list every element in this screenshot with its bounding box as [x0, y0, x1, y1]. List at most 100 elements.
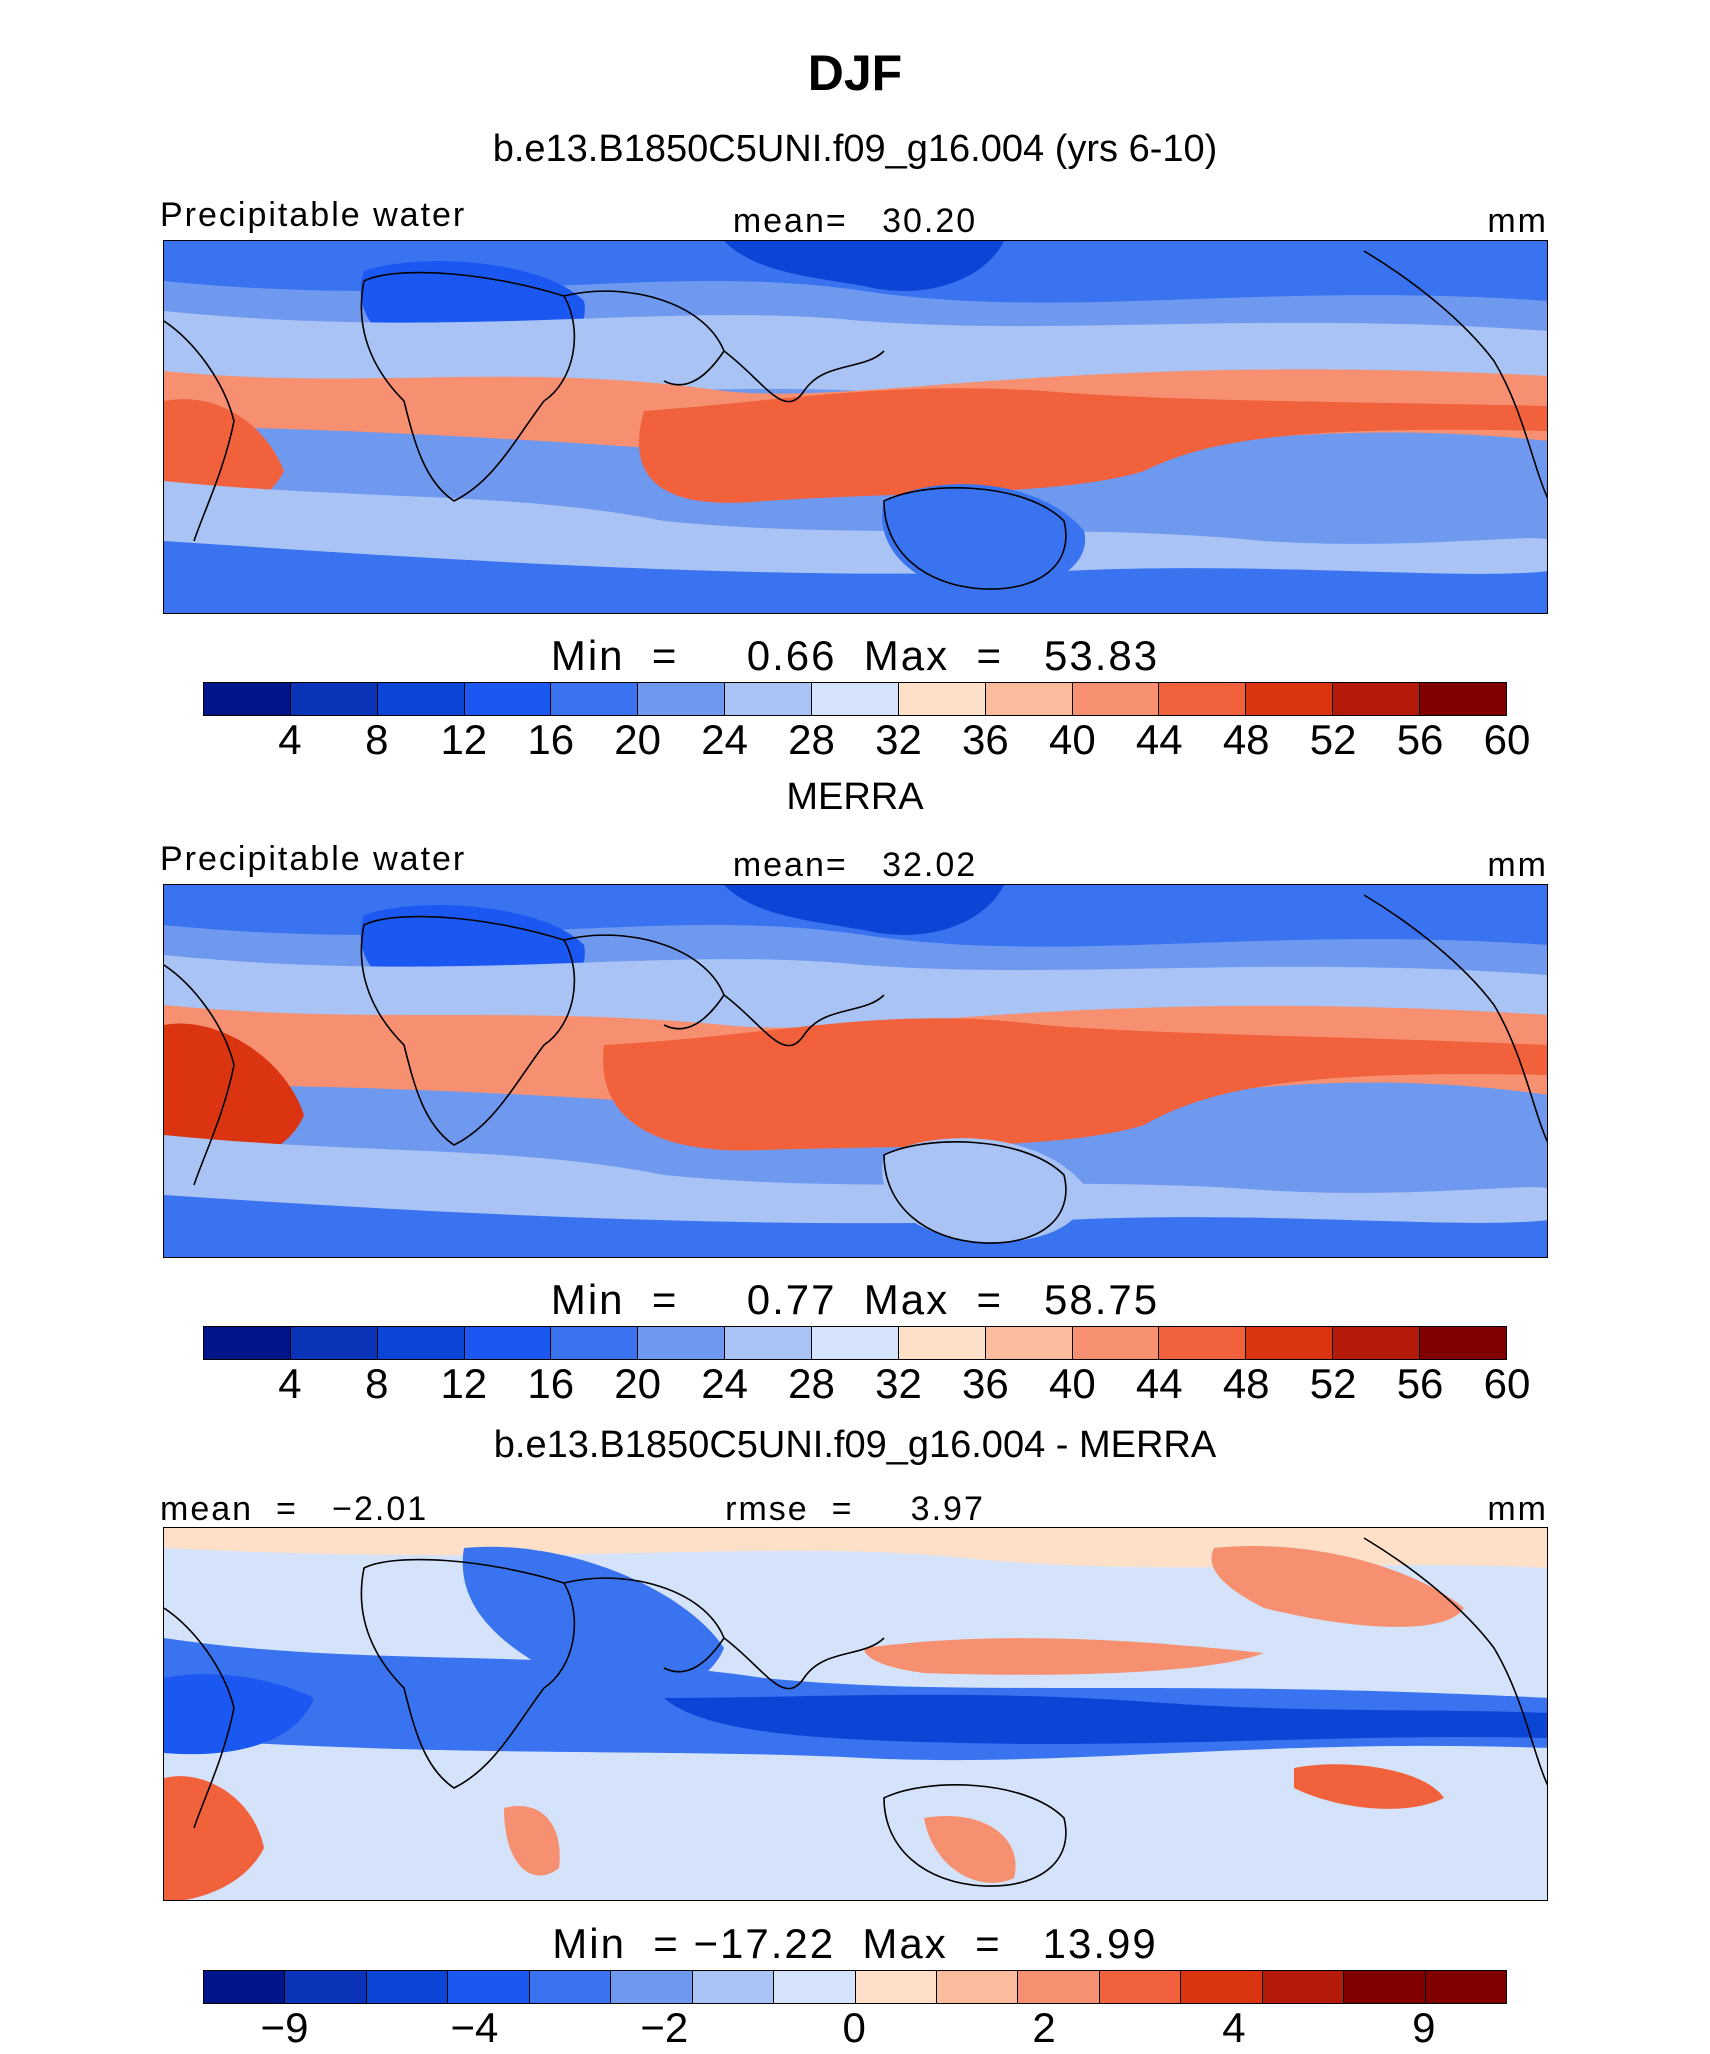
- colorbar-tick-label: 44: [1135, 1360, 1183, 1407]
- panel-3-mean-label: mean = −2.01: [160, 1490, 429, 1528]
- colorbar-tick-label: 36: [962, 716, 1009, 763]
- colorbar-tick-label: 0: [842, 2004, 866, 2051]
- colorbar-swatch: [1333, 1327, 1421, 1359]
- colorbar-swatch: [448, 1971, 530, 2003]
- colorbar-tick-label: 40: [1048, 716, 1096, 763]
- colorbar-tick-label: 20: [614, 716, 662, 763]
- panel-1-colorbar-ticks: 4 8 12 16 20 24 28 32 36 40 44 48 52 56 60: [203, 716, 1530, 766]
- panel-2-min-max: Min = 0.77 Max = 58.75: [550, 1276, 1160, 1323]
- colorbar-swatch: [774, 1971, 856, 2003]
- colorbar-swatch: [1344, 1971, 1426, 2003]
- colorbar-swatch: [290, 1327, 378, 1359]
- panel-3-min-max: Min = −17.22 Max = 13.99: [552, 1920, 1158, 1967]
- colorbar-tick-label: 28: [788, 716, 835, 763]
- panel-2-colorbar: [203, 1326, 1507, 1360]
- panel-1-mean-label: mean= 30.20: [732, 202, 978, 240]
- panel-3-title: b.e13.B1850C5UNI.f09_g16.004 - MERRA: [493, 1424, 1217, 1466]
- colorbar-swatch: [366, 1971, 449, 2003]
- panel-3-colorbar: [203, 1970, 1507, 2004]
- colorbar-swatch: [898, 683, 986, 715]
- colorbar-swatch: [692, 1971, 775, 2003]
- colorbar-swatch: [204, 1327, 291, 1359]
- colorbar-swatch: [898, 1327, 986, 1359]
- colorbar-swatch: [936, 1971, 1019, 2003]
- colorbar-tick-label: 60: [1483, 1360, 1531, 1407]
- colorbar-tick-label: 24: [701, 716, 748, 763]
- colorbar-tick-label: 12: [440, 1360, 488, 1407]
- colorbar-tick-label: 48: [1222, 716, 1270, 763]
- colorbar-swatch: [1246, 1327, 1334, 1359]
- colorbar-tick-label: 4: [1222, 2004, 1246, 2051]
- panel-2-title: MERRA: [786, 776, 924, 818]
- panel-3-rmse-label: rmse = 3.97: [725, 1490, 985, 1528]
- colorbar-tick-label: 40: [1048, 1360, 1096, 1407]
- colorbar-tick-label: −2: [640, 2004, 689, 2051]
- colorbar-swatch: [985, 1327, 1073, 1359]
- panel-1-variable-label: Precipitable water: [160, 196, 467, 234]
- colorbar-tick-label: 60: [1483, 716, 1531, 763]
- colorbar-tick-label: 12: [440, 716, 488, 763]
- panel-2-colorbar-ticks: 4 8 12 16 20 24 28 32 36 40 44 48 52 56 60: [203, 1360, 1530, 1410]
- colorbar-swatch: [1333, 683, 1421, 715]
- colorbar-swatch: [551, 683, 639, 715]
- colorbar-swatch: [1420, 683, 1506, 715]
- colorbar-swatch: [725, 1327, 813, 1359]
- panel-1-map: [163, 240, 1548, 614]
- colorbar-tick-label: 32: [875, 1360, 922, 1407]
- colorbar-swatch: [638, 683, 726, 715]
- colorbar-swatch: [377, 683, 465, 715]
- panel-1-units-label: mm: [1487, 202, 1548, 240]
- colorbar-swatch: [812, 1327, 899, 1359]
- colorbar-swatch: [551, 1327, 639, 1359]
- colorbar-swatch: [1159, 683, 1247, 715]
- colorbar-swatch: [611, 1971, 693, 2003]
- colorbar-tick-label: 32: [875, 716, 922, 763]
- panel-2-units-label: mm: [1487, 846, 1548, 884]
- colorbar-swatch: [1420, 1327, 1506, 1359]
- panel-1-min-max: Min = 0.66 Max = 53.83: [550, 632, 1160, 679]
- colorbar-tick-label: 56: [1396, 716, 1444, 763]
- panel-1-title: b.e13.B1850C5UNI.f09_g16.004 (yrs 6-10): [492, 128, 1218, 170]
- colorbar-tick-label: 16: [527, 716, 575, 763]
- panel-2-mean-label: mean= 32.02: [732, 846, 978, 884]
- panel-2-map: [163, 884, 1548, 1258]
- colorbar-tick-label: 56: [1396, 1360, 1444, 1407]
- colorbar-tick-label: 52: [1309, 1360, 1357, 1407]
- colorbar-tick-label: 4: [278, 1360, 302, 1407]
- panel-3-colorbar-ticks: −9 −4 −2 0 2 4 9: [203, 2004, 1507, 2054]
- colorbar-swatch: [1072, 683, 1160, 715]
- colorbar-swatch: [1018, 1971, 1100, 2003]
- colorbar-swatch: [985, 683, 1073, 715]
- colorbar-tick-label: −9: [260, 2004, 309, 2051]
- colorbar-swatch: [204, 683, 291, 715]
- colorbar-swatch: [285, 1971, 367, 2003]
- panel-1-colorbar: [203, 682, 1507, 716]
- colorbar-swatch: [1262, 1971, 1345, 2003]
- colorbar-swatch: [1159, 1327, 1247, 1359]
- colorbar-swatch: [1425, 1971, 1506, 2003]
- colorbar-tick-label: 9: [1412, 2004, 1436, 2051]
- colorbar-tick-label: 44: [1135, 716, 1183, 763]
- colorbar-swatch: [204, 1971, 286, 2003]
- colorbar-swatch: [1181, 1971, 1263, 2003]
- colorbar-swatch: [1099, 1971, 1182, 2003]
- colorbar-swatch: [812, 683, 899, 715]
- colorbar-tick-label: 36: [962, 1360, 1009, 1407]
- colorbar-tick-label: 8: [365, 1360, 389, 1407]
- colorbar-tick-label: 28: [788, 1360, 835, 1407]
- colorbar-tick-label: −4: [450, 2004, 499, 2051]
- panel-3-units-label: mm: [1487, 1490, 1548, 1528]
- colorbar-tick-label: 20: [614, 1360, 662, 1407]
- colorbar-swatch: [638, 1327, 726, 1359]
- figure-title: DJF: [807, 45, 903, 101]
- colorbar-swatch: [464, 683, 552, 715]
- colorbar-tick-label: 2: [1032, 2004, 1056, 2051]
- colorbar-tick-label: 16: [527, 1360, 575, 1407]
- colorbar-swatch: [725, 683, 813, 715]
- colorbar-swatch: [464, 1327, 552, 1359]
- colorbar-swatch: [1072, 1327, 1160, 1359]
- colorbar-tick-label: 4: [278, 716, 302, 763]
- panel-2-variable-label: Precipitable water: [160, 840, 467, 878]
- colorbar-swatch: [377, 1327, 465, 1359]
- colorbar-tick-label: 52: [1309, 716, 1357, 763]
